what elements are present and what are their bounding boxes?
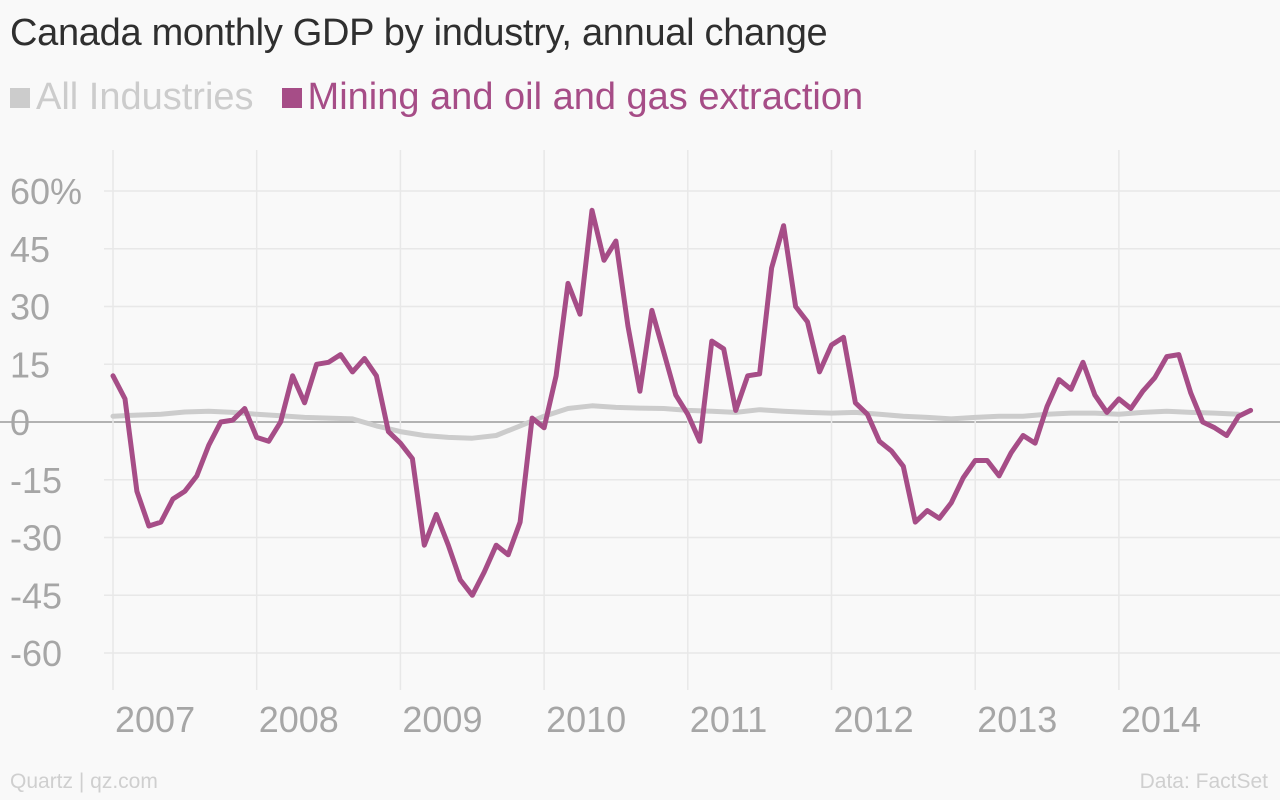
legend-swatch-all-industries	[10, 87, 30, 108]
legend: All Industries Mining and oil and gas ex…	[10, 76, 891, 119]
x-tick-label: 2007	[115, 699, 195, 740]
x-tick-label: 2013	[977, 699, 1057, 740]
legend-swatch-mining	[281, 87, 302, 108]
x-tick-label: 2011	[690, 699, 767, 740]
source-credit: Quartz | qz.com	[10, 770, 158, 793]
x-tick-label: 2008	[259, 699, 339, 740]
legend-label-mining: Mining and oil and gas extraction	[307, 76, 864, 118]
y-tick-label: 30	[10, 287, 50, 328]
axis-labels: 60% 45 30 15 0 -15 -30 -45 -60 2007 2008 2009 2010 20…	[10, 171, 1201, 740]
y-tick-label: 45	[10, 229, 50, 270]
x-tick-label: 2009	[402, 699, 482, 740]
series-line-all-industries	[110, 403, 1242, 441]
legend-item-all-industries: All Industries	[10, 76, 254, 119]
series-lines	[110, 207, 1254, 598]
chart-title: Canada monthly GDP by industry, annual c…	[10, 12, 828, 54]
x-tick-label: 2010	[546, 699, 626, 740]
y-tick-label: -15	[10, 460, 62, 501]
series-line-mining	[110, 207, 1254, 598]
y-tick-label: 15	[10, 344, 50, 385]
y-tick-label: 0	[10, 402, 30, 443]
y-tick-label: -60	[10, 633, 62, 674]
legend-item-mining: Mining and oil and gas extraction	[281, 76, 864, 119]
legend-label-all-industries: All Industries	[36, 76, 254, 118]
y-tick-label: -30	[10, 518, 62, 559]
y-tick-label: 60%	[10, 171, 82, 212]
y-tick-label: -45	[10, 575, 62, 616]
x-tick-label: 2014	[1121, 699, 1201, 740]
gridlines	[0, 150, 1280, 690]
x-tick-label: 2012	[834, 699, 914, 740]
data-source: Data: FactSet	[1139, 770, 1268, 793]
